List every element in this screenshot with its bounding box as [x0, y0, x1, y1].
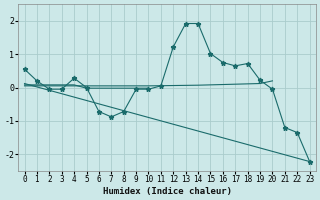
X-axis label: Humidex (Indice chaleur): Humidex (Indice chaleur) — [103, 187, 232, 196]
